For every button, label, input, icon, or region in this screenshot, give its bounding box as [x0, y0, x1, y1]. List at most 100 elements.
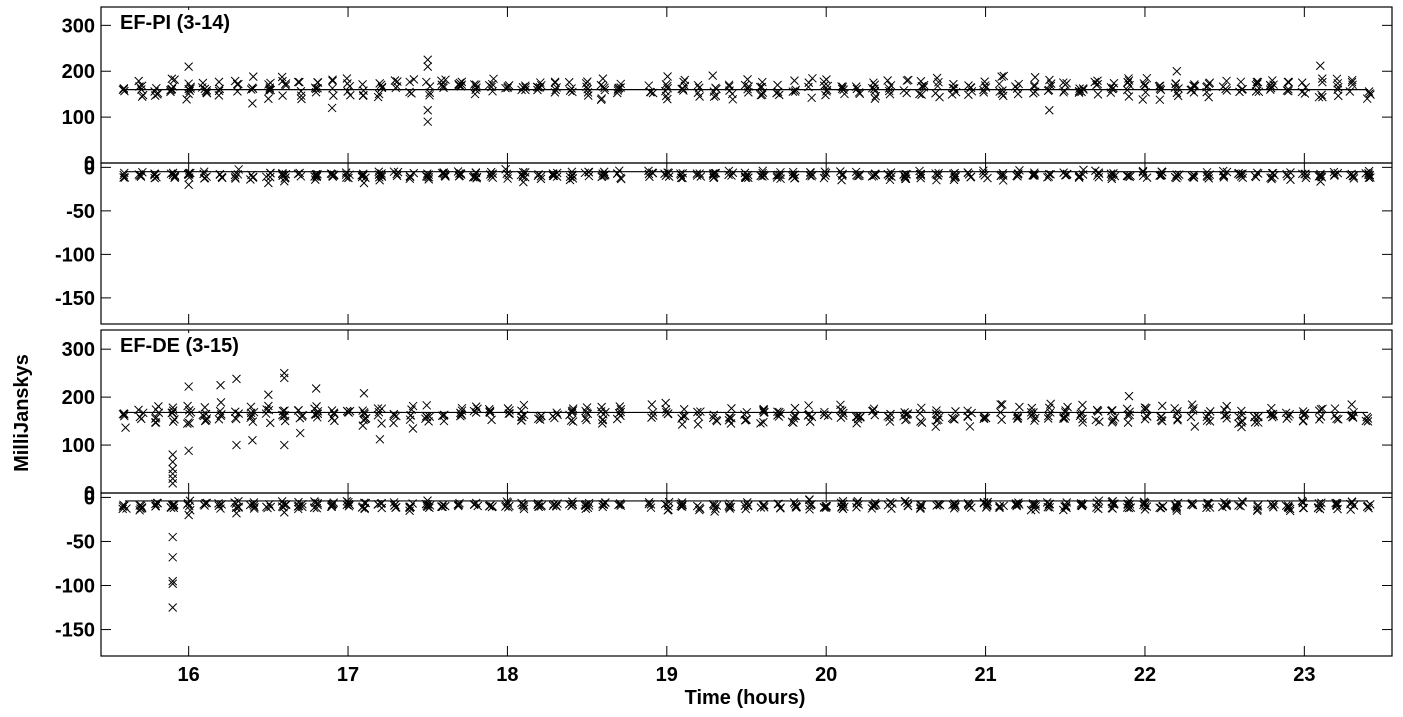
data-point	[807, 93, 817, 103]
data-point	[312, 412, 322, 422]
data-point	[437, 76, 446, 86]
data-point	[391, 502, 401, 512]
data-point	[216, 398, 226, 407]
data-point	[501, 501, 511, 510]
data-point	[932, 175, 941, 185]
data-point	[184, 79, 193, 89]
panel-1-lower: -150 -100 -50 0	[55, 157, 1393, 325]
data-point	[583, 503, 593, 513]
data-point	[392, 77, 402, 86]
data-point	[788, 87, 798, 96]
data-point	[423, 55, 433, 65]
data-point	[214, 86, 224, 96]
data-point	[566, 416, 576, 425]
data-point	[1266, 83, 1276, 93]
data-point	[1074, 173, 1084, 183]
data-point	[201, 416, 211, 425]
data-point	[516, 416, 526, 425]
data-point	[358, 421, 368, 430]
data-point	[1314, 406, 1324, 416]
data-point	[1140, 414, 1150, 424]
data-point	[293, 406, 303, 415]
data-point	[1364, 169, 1373, 178]
data-point	[152, 498, 162, 508]
data-point	[790, 87, 800, 96]
data-point	[265, 172, 275, 182]
data-point	[724, 80, 734, 90]
data-point	[967, 86, 977, 96]
data-point	[202, 498, 212, 508]
data-point	[916, 503, 925, 512]
data-point	[903, 75, 913, 85]
data-point	[1363, 501, 1373, 511]
data-point	[883, 76, 892, 85]
data-point	[550, 77, 560, 87]
y-tick-label: 300	[62, 339, 95, 361]
data-point	[230, 172, 240, 182]
data-point	[1204, 409, 1213, 419]
data-point	[869, 501, 879, 511]
data-point	[170, 173, 179, 183]
data-point	[503, 83, 512, 93]
data-point	[1238, 169, 1247, 178]
data-point	[692, 169, 702, 178]
data-point	[598, 502, 608, 512]
data-point	[485, 406, 495, 416]
data-point	[328, 75, 337, 85]
data-point	[216, 504, 225, 513]
data-point	[1059, 86, 1069, 96]
data-point	[1142, 502, 1152, 511]
data-point	[487, 79, 497, 89]
data-point	[869, 171, 879, 181]
data-point	[533, 500, 542, 510]
data-point	[934, 168, 944, 178]
data-point	[1204, 92, 1214, 102]
data-point	[998, 86, 1007, 95]
data-point	[1058, 78, 1068, 87]
data-point	[373, 500, 383, 509]
data-point	[121, 423, 130, 432]
data-point	[424, 172, 434, 182]
data-point	[999, 71, 1009, 81]
data-point	[487, 172, 496, 181]
data-point	[168, 479, 178, 488]
data-point	[853, 412, 863, 421]
data-point	[168, 464, 178, 474]
data-point	[1234, 412, 1243, 422]
data-point	[597, 419, 607, 428]
data-point	[1316, 498, 1326, 508]
data-point	[279, 502, 288, 512]
data-point	[245, 500, 255, 510]
data-point	[1234, 501, 1243, 510]
data-point	[1349, 172, 1359, 181]
data-point	[549, 171, 558, 180]
data-point	[1138, 95, 1148, 104]
data-point	[536, 80, 546, 90]
data-point	[1252, 506, 1262, 516]
data-point	[948, 500, 957, 510]
data-point	[581, 406, 590, 416]
data-point	[1347, 400, 1357, 409]
data-point	[248, 435, 257, 445]
data-point	[1318, 92, 1327, 102]
data-point	[1126, 171, 1135, 181]
data-point	[505, 409, 515, 418]
data-point	[664, 172, 674, 182]
data-point	[119, 411, 129, 421]
data-point	[214, 77, 224, 87]
data-point	[1186, 412, 1196, 422]
data-point	[421, 414, 430, 424]
data-point	[215, 84, 225, 94]
data-point	[662, 81, 672, 91]
data-point	[728, 94, 738, 104]
data-point	[647, 400, 657, 409]
data-point	[788, 171, 797, 181]
data-point	[998, 176, 1008, 185]
panel-2-amplitude: 0 100 200 300	[62, 329, 1393, 505]
x-axis-title: Time (hours)	[685, 687, 806, 709]
data-point	[150, 169, 159, 178]
y-tick-label: 0	[84, 487, 95, 509]
data-point	[1364, 87, 1374, 96]
data-point	[249, 498, 259, 507]
data-point	[422, 501, 432, 511]
